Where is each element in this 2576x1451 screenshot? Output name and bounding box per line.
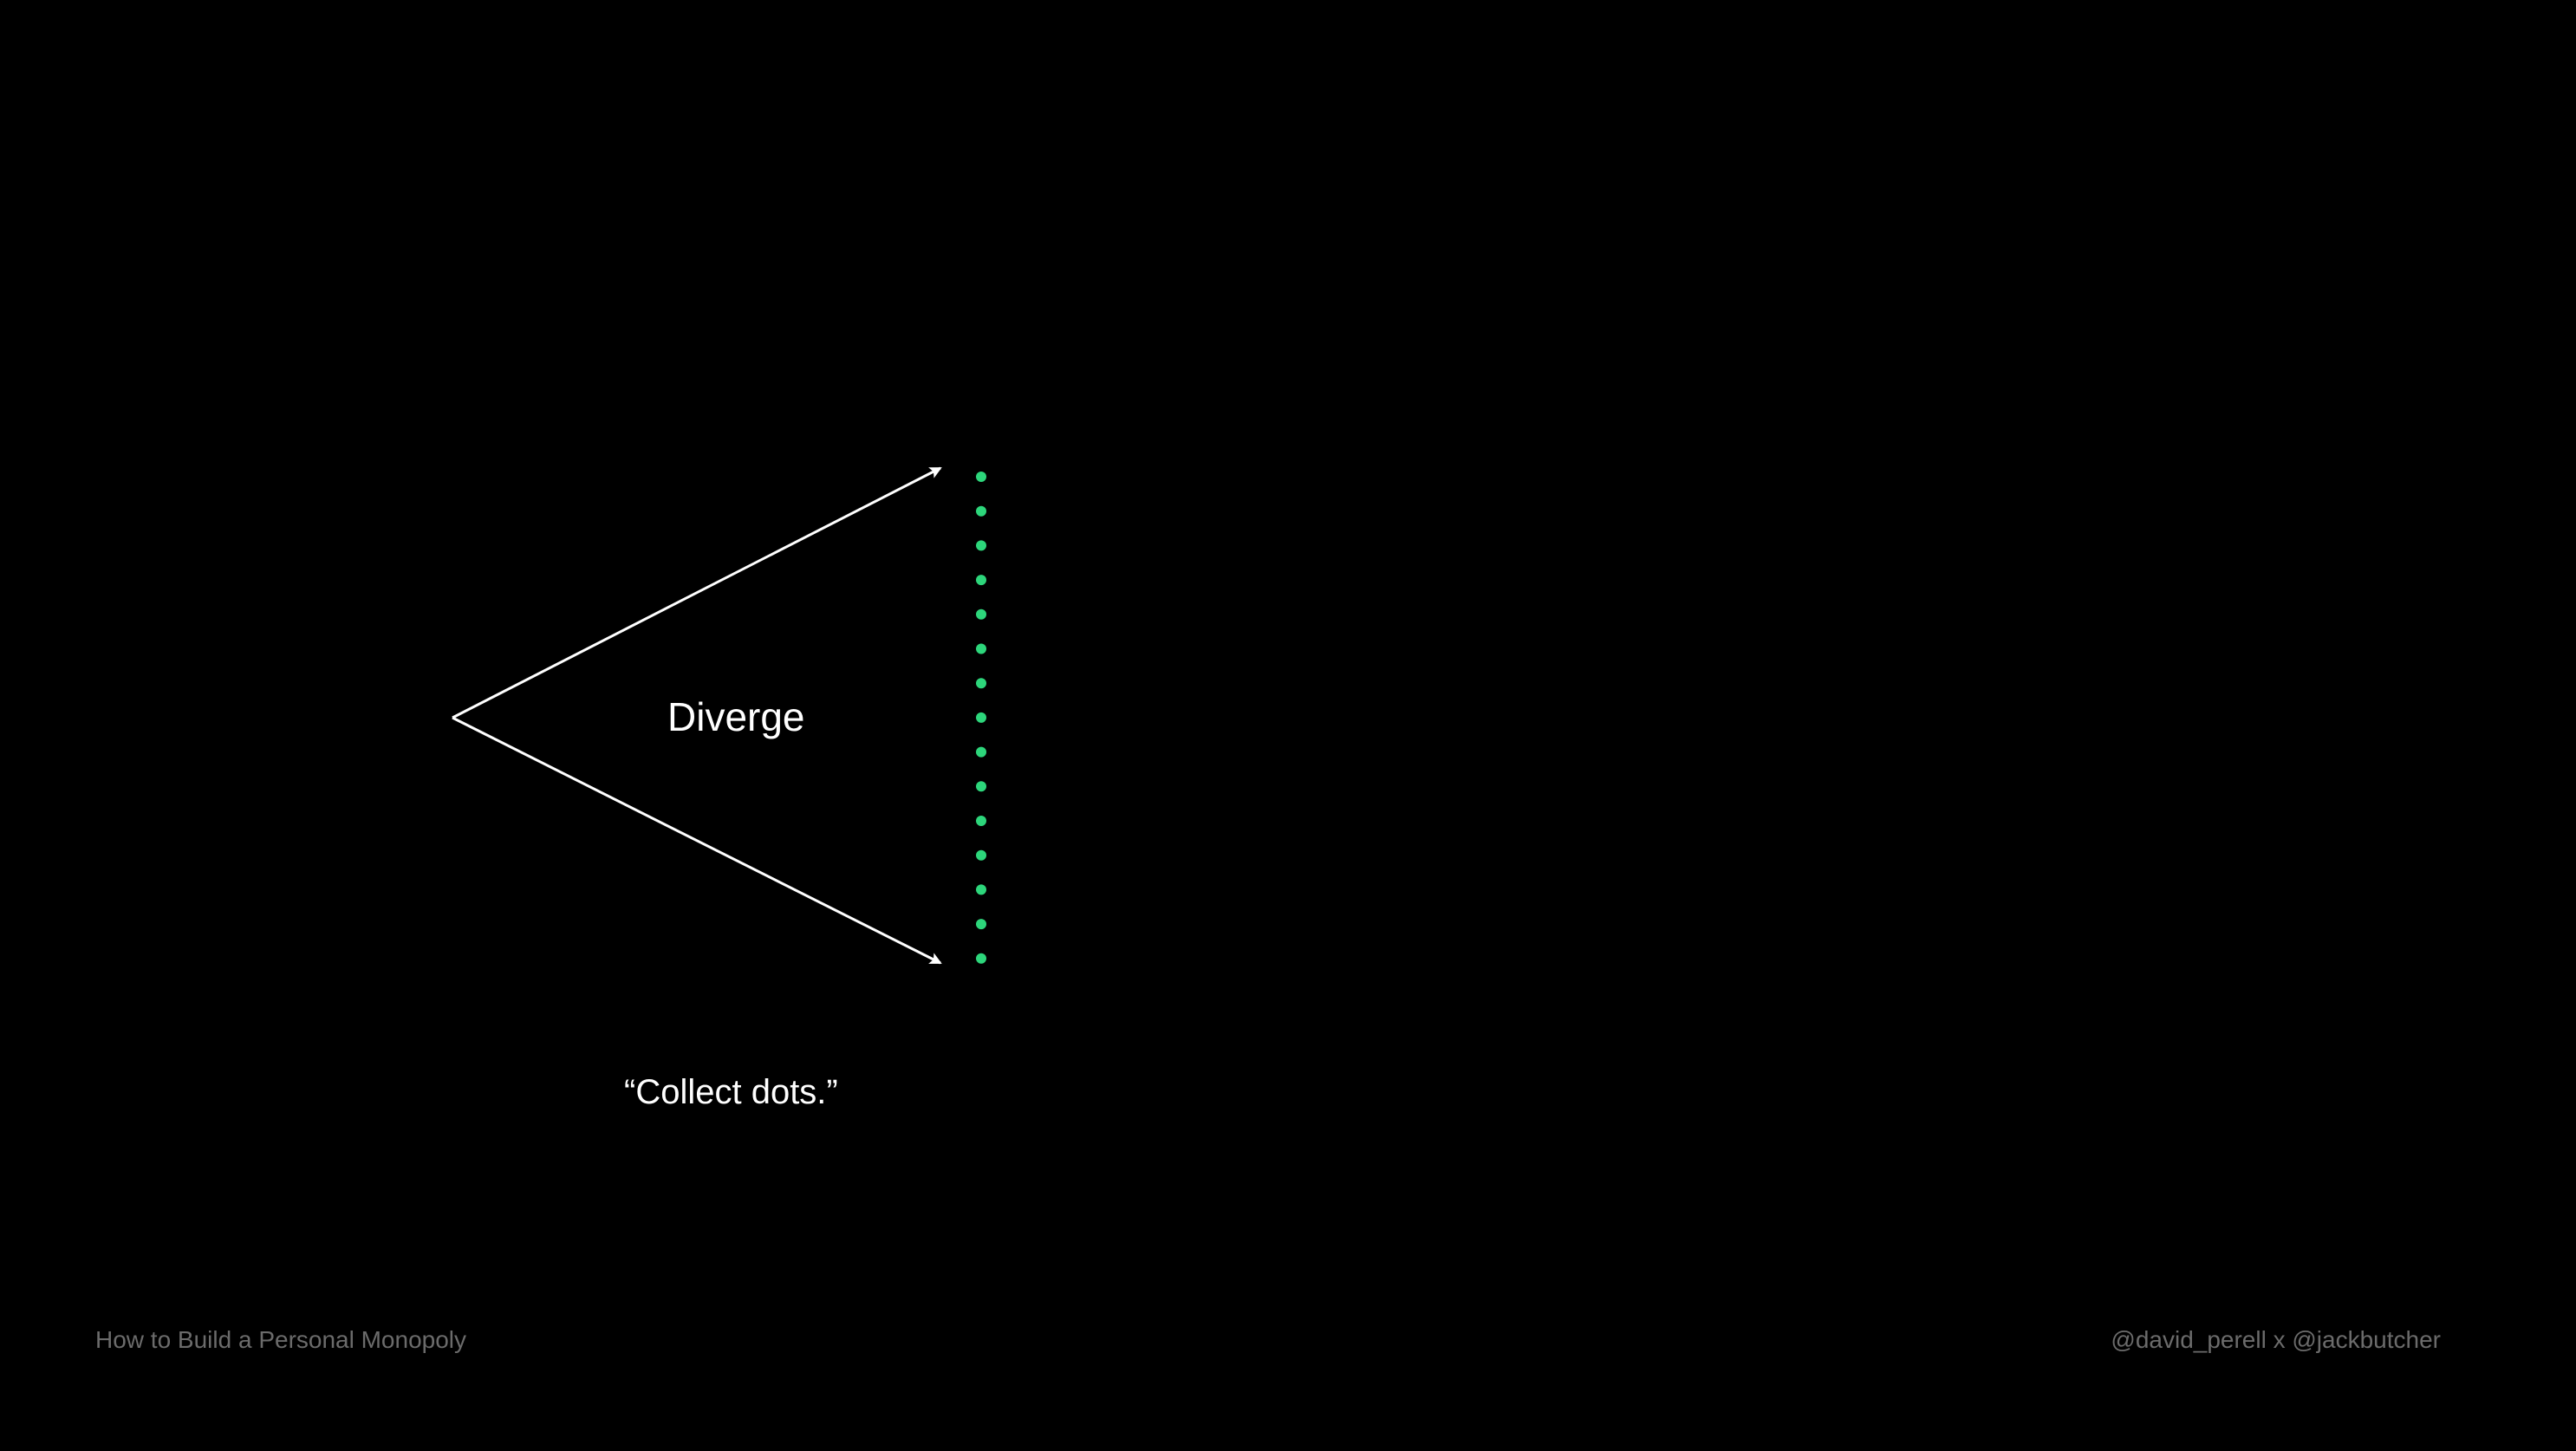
- diagram-container: Diverge “Collect dots.” How to Build a P…: [0, 0, 2576, 1451]
- dot: [976, 747, 986, 758]
- dot: [976, 540, 986, 550]
- diverge-arrow-top: [452, 468, 940, 718]
- diverge-diagram-svg: [0, 0, 2576, 1451]
- diverge-label: Diverge: [667, 693, 805, 740]
- dot: [976, 678, 986, 688]
- dot: [976, 644, 986, 654]
- dot: [976, 781, 986, 791]
- dot: [976, 953, 986, 964]
- dot: [976, 506, 986, 517]
- dot: [976, 575, 986, 585]
- dot: [976, 884, 986, 895]
- caption-collect-dots: “Collect dots.”: [624, 1073, 838, 1112]
- dot: [976, 472, 986, 482]
- dot: [976, 850, 986, 861]
- diverge-arrow-bottom: [452, 718, 940, 963]
- dot: [976, 609, 986, 620]
- footer-left-title: How to Build a Personal Monopoly: [95, 1326, 466, 1354]
- footer-right-credits: @david_perell x @jackbutcher: [2111, 1326, 2441, 1354]
- dot: [976, 919, 986, 929]
- dot: [976, 816, 986, 826]
- dot: [976, 712, 986, 723]
